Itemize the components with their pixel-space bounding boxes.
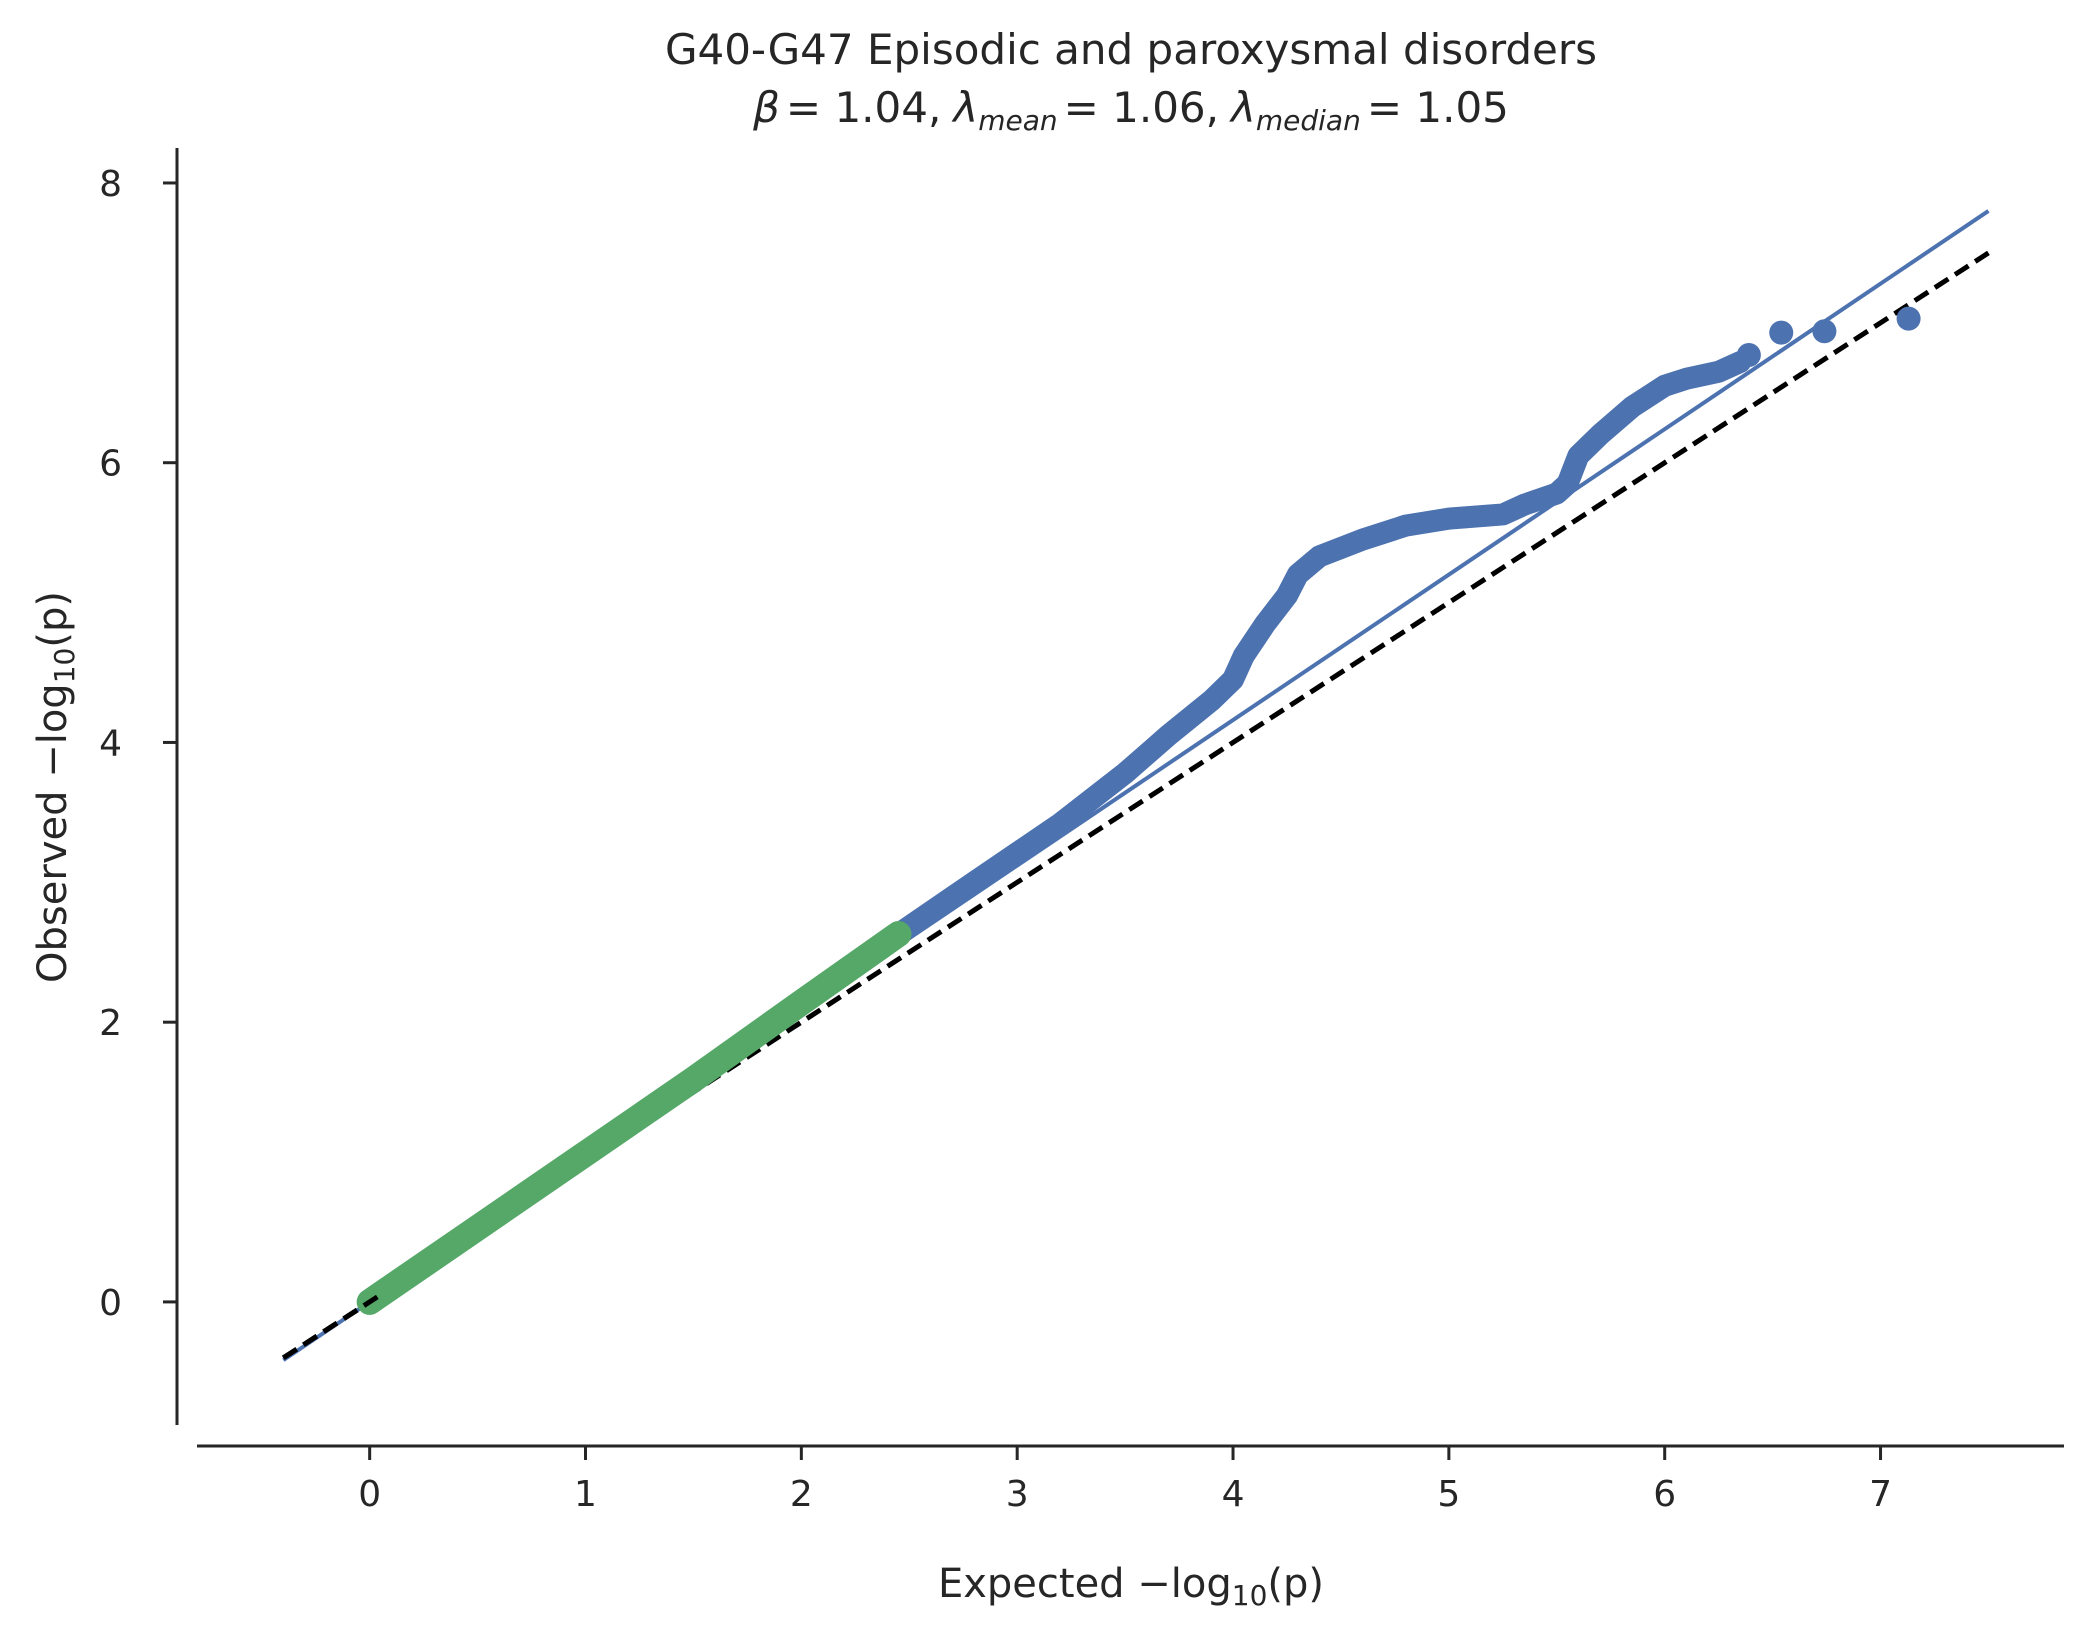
x-tick-label: 6 xyxy=(1653,1474,1676,1515)
x-tick-label: 0 xyxy=(358,1474,381,1515)
lambda-mean-subscript: mean xyxy=(978,104,1057,137)
lambda-mean-symbol: λ xyxy=(951,83,978,132)
lambda-median-value: = 1.05 xyxy=(1367,83,1509,132)
y-ticks: 0 2 4 6 8 xyxy=(99,164,177,1324)
x-axis-label: Expected −log10(p) xyxy=(938,1561,1324,1612)
null-points-band xyxy=(356,921,912,1315)
x-tick-label: 5 xyxy=(1437,1474,1460,1515)
lambda-median-subscript: median xyxy=(1256,104,1361,137)
x-tick-label: 2 xyxy=(790,1474,813,1515)
x-tick-label: 7 xyxy=(1869,1474,1892,1515)
y-tick-label: 2 xyxy=(99,1003,122,1044)
y-tick-label: 6 xyxy=(99,444,122,485)
y-tick-label: 0 xyxy=(99,1283,122,1324)
beta-symbol: β xyxy=(752,83,780,132)
lambda-mean-value: = 1.06, xyxy=(1064,83,1219,132)
chart-title: G40-G47 Episodic and paroxysmal disorder… xyxy=(665,25,1597,74)
observed-point xyxy=(1736,343,1761,368)
y-tick-label: 8 xyxy=(99,164,122,205)
lambda-median-symbol: λ xyxy=(1229,83,1256,132)
plot-area xyxy=(281,209,1990,1362)
beta-value: = 1.04, xyxy=(786,83,941,132)
y-axis-label: Observed −log10(p) xyxy=(30,591,81,983)
null-diagonal-overlay xyxy=(281,1292,382,1360)
x-tick-label: 4 xyxy=(1222,1474,1245,1515)
observed-point xyxy=(1896,306,1921,331)
observed-point xyxy=(1769,320,1794,345)
chart-subtitle: β = 1.04, λmean = 1.06, λmedian = 1.05 xyxy=(752,83,1509,137)
observed-points-band xyxy=(887,350,1752,946)
x-tick-label: 3 xyxy=(1006,1474,1029,1515)
y-tick-label: 4 xyxy=(99,723,122,764)
observed-point xyxy=(1812,319,1837,344)
x-ticks: 0 1 2 3 4 5 6 7 xyxy=(358,1446,1892,1515)
x-tick-label: 1 xyxy=(574,1474,597,1515)
